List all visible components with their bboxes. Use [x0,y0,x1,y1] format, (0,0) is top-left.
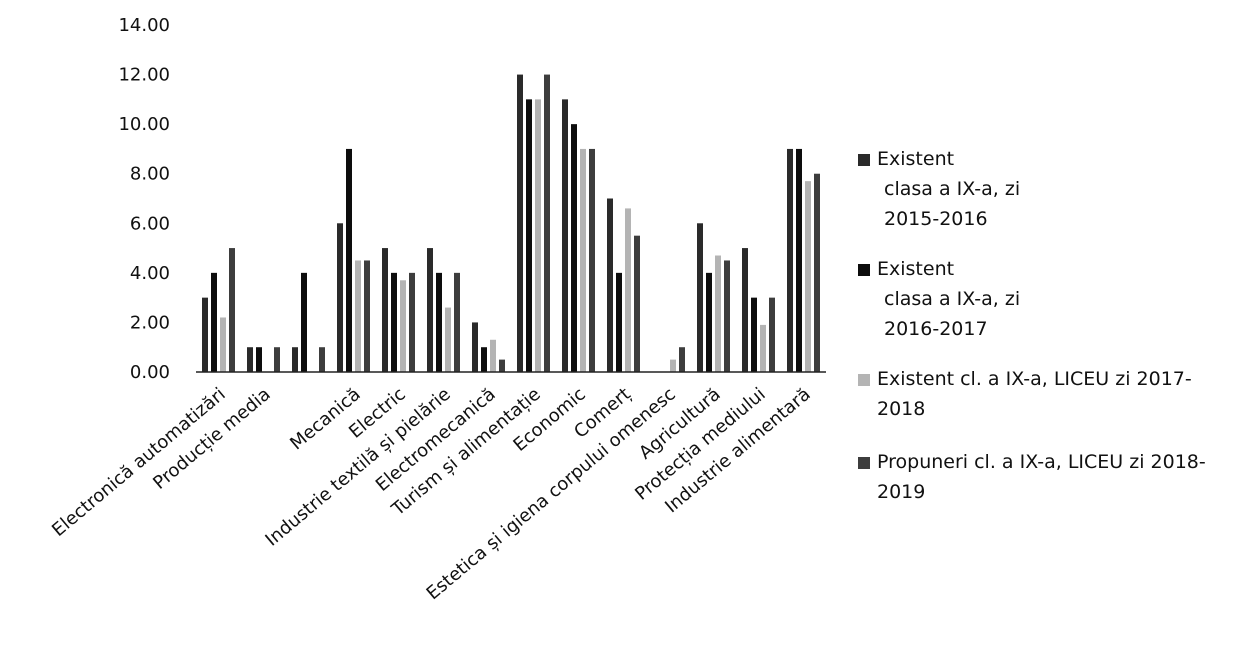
bar [589,148,595,372]
bar [382,248,388,372]
y-tick-label: 8.00 [130,164,170,185]
bar [274,347,280,372]
bar [436,272,442,372]
bar [571,124,577,373]
legend-label: 2016-2017 [884,318,988,340]
legend-label: 2015-2016 [884,208,988,230]
bar [445,307,451,372]
legend-label: 2018 [877,398,925,420]
bar [391,272,397,372]
y-tick-label: 6.00 [130,213,170,234]
bar [616,272,622,372]
bar [364,260,370,372]
bars [202,74,820,373]
bar [715,255,721,372]
bar [535,99,541,372]
y-tick-label: 10.00 [118,114,170,135]
y-tick-label: 0.00 [130,362,170,383]
bar [319,347,325,372]
legend-label: clasa a IX-a, zi [884,288,1020,310]
bar [409,272,415,372]
bar [292,347,298,372]
bar [805,181,811,372]
bar [670,359,676,372]
legend-label: Existent [877,148,954,170]
bar [544,74,550,373]
bar [481,347,487,372]
bar [697,223,703,372]
bar [796,148,802,372]
bar [526,99,532,372]
bar [760,324,766,372]
legend-item: Existent clasa a IX-a, zi 2016-2017 [858,258,1020,340]
legend-swatch [858,154,870,166]
legend-item: Existent cl. a IX-a, LICEU zi 2017- 2018 [858,368,1192,420]
legend-label: 2019 [877,481,925,503]
legend-item: Propuneri cl. a IX-a, LICEU zi 2018- 2019 [858,451,1206,503]
legend-label: Existent [877,258,954,280]
bar [346,148,352,372]
bar [706,272,712,372]
bar [454,272,460,372]
bar [400,280,406,372]
x-tick-label: Electronică automatizări [48,384,230,541]
legend-label: Propuneri cl. a IX-a, LICEU zi 2018- [877,451,1206,473]
legend-swatch [858,457,870,469]
y-axis: 0.00 2.00 4.00 6.00 8.00 10.00 12.00 14.00 [118,15,170,383]
x-tick-label: Industrie textilă și pielărie [262,384,455,551]
y-tick-label: 2.00 [130,312,170,333]
bar [787,148,793,372]
legend-label: clasa a IX-a, zi [884,178,1020,200]
bar [427,248,433,372]
bar [769,297,775,372]
bar [562,99,568,372]
bar [220,317,226,372]
bar [337,223,343,372]
bar [814,173,820,372]
bar [607,198,613,372]
legend-swatch [858,264,870,276]
bar [355,260,361,372]
bar [229,248,235,372]
bar [724,260,730,372]
y-tick-label: 12.00 [118,65,170,86]
bar [679,347,685,372]
bar [202,297,208,372]
y-tick-label: 4.00 [130,263,170,284]
legend-item: Existent clasa a IX-a, zi 2015-2016 [858,148,1020,230]
bar [580,148,586,372]
bar [211,272,217,372]
bar [634,235,640,372]
bar [472,322,478,372]
legend-label: Existent cl. a IX-a, LICEU zi 2017- [877,368,1192,390]
bar [742,248,748,372]
legend-swatch [858,374,870,386]
bar [256,347,262,372]
bar [499,359,505,372]
bar [517,74,523,373]
bar [301,272,307,372]
bar [490,339,496,372]
bar [625,208,631,372]
y-tick-label: 14.00 [118,15,170,36]
bar [247,347,253,372]
bar [751,297,757,372]
